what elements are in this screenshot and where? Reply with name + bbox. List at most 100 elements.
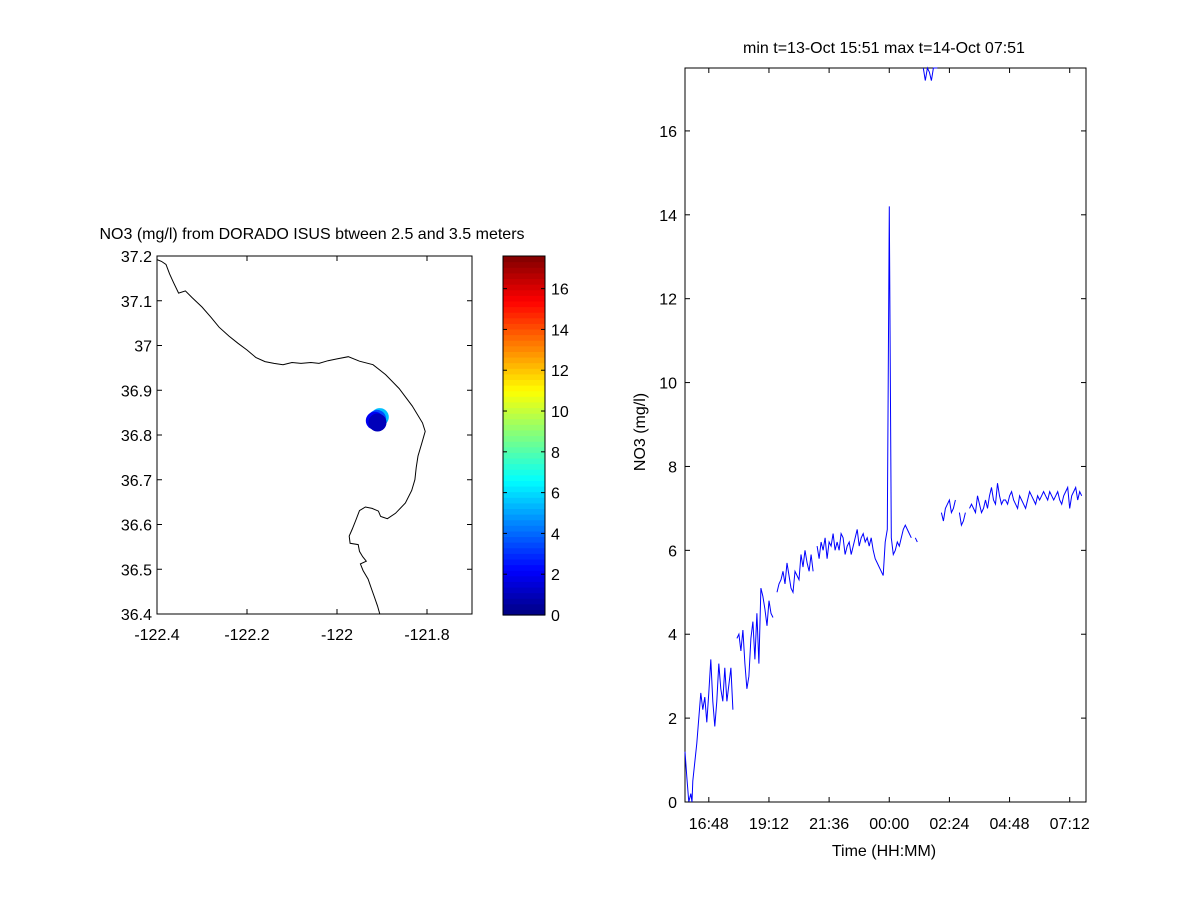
colorbar-stripe	[503, 497, 545, 504]
map-title: NO3 (mg/l) from DORADO ISUS btween 2.5 a…	[99, 226, 524, 243]
colorbar-stripe	[503, 446, 545, 453]
colorbar-stripe	[503, 340, 545, 347]
colorbar-stripe	[503, 485, 545, 493]
colorbar-tick-label: 0	[551, 608, 560, 625]
colorbar-stripe	[503, 373, 545, 381]
colorbar-stripe	[503, 396, 545, 403]
colorbar-tick-label: 6	[551, 486, 560, 503]
colorbar-stripe	[503, 306, 545, 313]
colorbar-stripe	[503, 345, 545, 352]
timeseries-xlabel: Time (HH:MM)	[832, 843, 936, 860]
colorbar-stripe	[503, 429, 545, 437]
colorbar-frame	[502, 255, 546, 616]
map-x-ticks: -122.4 -122.2 -122 -121.8	[134, 256, 450, 644]
map-x-tick-label: -122.4	[134, 627, 179, 644]
colorbar-stripe	[503, 452, 545, 459]
colorbar-stripe	[503, 278, 545, 285]
colorbar-stripe	[503, 581, 545, 588]
colorbar-stripe	[503, 323, 545, 330]
map-x-tick-label: -121.8	[404, 627, 449, 644]
colorbar-stripe	[503, 519, 545, 526]
colorbar-stripe	[503, 530, 545, 538]
colorbar-stripe	[503, 356, 545, 364]
colorbar-stripe	[503, 592, 545, 599]
timeseries-content	[684, 66, 1083, 803]
colorbar-stripe	[503, 317, 545, 324]
map-y-tick-label: 37.1	[121, 294, 152, 311]
colorbar-stripe	[503, 525, 545, 532]
timeseries-x-tick-label: 04:48	[990, 816, 1030, 833]
colorbar-stripe	[503, 469, 545, 476]
colorbar-stripe	[503, 385, 545, 392]
colorbar-stripe	[503, 514, 545, 521]
colorbar-stripe	[503, 300, 545, 308]
colorbar-stripe	[503, 542, 545, 549]
map-y-tick-label: 36.7	[121, 473, 152, 490]
colorbar-stripe	[503, 575, 545, 582]
colorbar-stripe	[503, 379, 545, 386]
colorbar-stripe	[503, 564, 545, 571]
sample-point	[368, 413, 387, 432]
timeseries-x-ticks: 16:48 19:12 21:36 00:00 02:24 04:48 07:12	[689, 68, 1090, 833]
colorbar-stripe	[503, 508, 545, 515]
map-x-tick-label: -122	[321, 627, 353, 644]
colorbar-stripe	[503, 603, 545, 610]
colorbar-stripe	[503, 457, 545, 465]
colorbar-tick-label: 2	[551, 567, 560, 584]
map-y-tick-label: 36.9	[121, 383, 152, 400]
colorbar-tick-label: 10	[551, 404, 569, 421]
colorbar-stripe	[503, 351, 545, 358]
colorbar: 0 2 4 6 8 10 12 14 16	[502, 255, 569, 625]
timeseries-x-tick-label: 16:48	[689, 816, 729, 833]
timeseries-panel: min t=13-Oct 15:51 max t=14-Oct 07:51 16…	[632, 40, 1090, 860]
timeseries-y-tick-label: 14	[659, 208, 677, 225]
colorbar-stripe	[503, 289, 545, 296]
colorbar-stripe	[503, 261, 545, 268]
colorbar-stripe	[503, 463, 545, 470]
map-y-ticks: 36.4 36.5 36.6 36.7 36.8 36.9 37 37.1 37.2	[121, 249, 472, 624]
colorbar-stripe	[503, 553, 545, 560]
colorbar-stripe	[503, 502, 545, 510]
colorbar-stripe	[503, 328, 545, 336]
colorbar-stripe	[503, 256, 545, 263]
colorbar-tick-label: 16	[551, 282, 569, 299]
colorbar-stripe	[503, 570, 545, 577]
colorbar-stripe	[503, 272, 545, 280]
colorbar-stripe	[503, 609, 545, 616]
colorbar-stripe	[503, 491, 545, 498]
timeseries-x-tick-label: 02:24	[929, 816, 969, 833]
colorbar-stripe	[503, 598, 545, 605]
map-x-tick-label: -122.2	[224, 627, 269, 644]
colorbar-stripe	[503, 441, 545, 448]
colorbar-stripe	[503, 362, 545, 369]
colorbar-stripe	[503, 390, 545, 397]
colorbar-stripe	[503, 312, 545, 319]
colorbar-stripe	[503, 536, 545, 543]
colorbar-stripe	[503, 368, 545, 375]
map-y-tick-label: 36.4	[121, 607, 152, 624]
timeseries-y-tick-label: 8	[668, 459, 677, 476]
timeseries-y-tick-label: 0	[668, 795, 677, 812]
colorbar-stripe	[503, 284, 545, 291]
colorbar-stripe	[503, 334, 545, 341]
colorbar-tick-label: 14	[551, 322, 569, 339]
timeseries-x-tick-label: 07:12	[1050, 816, 1090, 833]
timeseries-y-tick-label: 6	[668, 543, 677, 560]
map-y-tick-label: 36.5	[121, 562, 152, 579]
colorbar-stripe	[503, 424, 545, 431]
timeseries-y-ticks: 0 2 4 6 8 10 12 14 16	[659, 124, 1086, 812]
colorbar-tick-label: 4	[551, 526, 560, 543]
colorbar-tick-label: 8	[551, 445, 560, 462]
timeseries-x-tick-label: 19:12	[749, 816, 789, 833]
map-y-tick-label: 37	[134, 339, 152, 356]
timeseries-x-tick-label: 00:00	[869, 816, 909, 833]
coastline	[156, 259, 426, 615]
colorbar-stripe	[503, 267, 545, 274]
map-y-tick-label: 37.2	[121, 249, 152, 266]
colorbar-stripe	[503, 418, 545, 425]
timeseries-y-tick-label: 16	[659, 124, 677, 141]
timeseries-plot-area	[684, 67, 1087, 803]
colorbar-stripe	[503, 401, 545, 409]
colorbar-gradient	[503, 256, 545, 616]
